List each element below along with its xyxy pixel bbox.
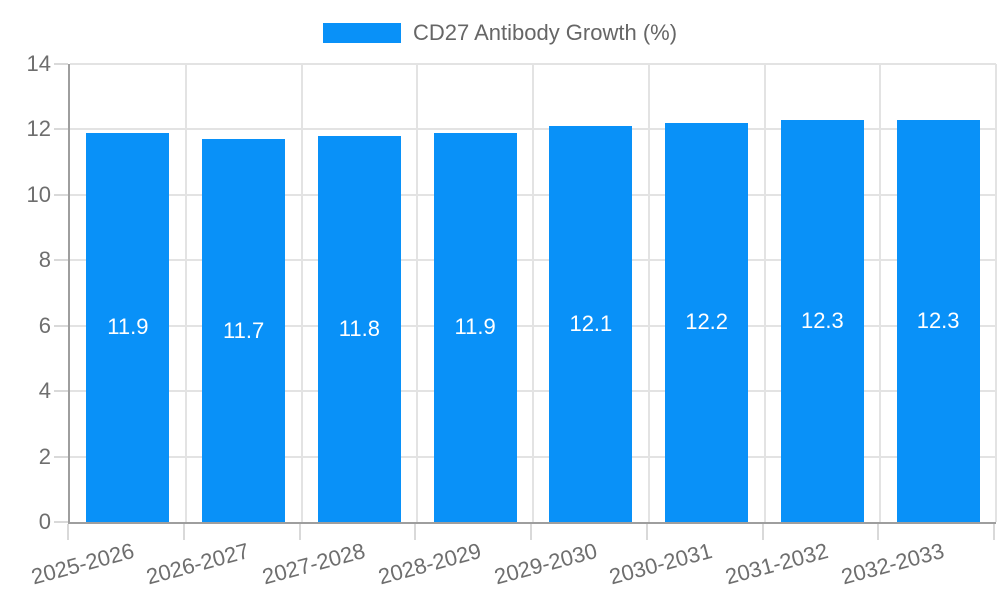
x-axis-tick-label: 2025-2026 [28,538,137,590]
x-tick-mark [530,524,532,540]
x-axis-tick-label: 2031-2032 [722,538,831,590]
x-tick-mark [182,524,185,540]
bar-value-label: 12.3 [916,307,960,333]
bar-value-label: 12.2 [685,309,729,335]
gridline-vertical [763,64,766,522]
bar-value-label: 12.3 [800,307,844,333]
gridline-vertical [300,64,303,522]
legend-label: CD27 Antibody Growth (%) [412,20,678,45]
bar[interactable]: 11.9 [433,132,517,522]
bar[interactable]: 11.7 [202,139,286,522]
bar-value-label: 11.9 [107,314,149,340]
x-tick-mark [414,524,417,540]
y-axis-tick-label: 10 [26,181,51,207]
x-tick-mark [298,524,301,540]
y-axis-tick-label: 4 [38,378,51,404]
gridline-vertical [995,64,997,522]
y-tick-mark [54,455,68,458]
bar[interactable]: 12.2 [665,122,749,522]
bar[interactable]: 11.8 [317,135,401,522]
x-tick-mark [993,524,995,540]
x-axis-tick-label: 2032-2033 [838,538,947,590]
y-tick-mark [54,259,68,262]
y-tick-mark [54,128,68,131]
bar[interactable]: 12.3 [896,119,980,522]
y-axis-tick-label: 12 [26,116,51,142]
legend-item[interactable]: CD27 Antibody Growth (%) [322,20,678,46]
bar-value-label: 11.9 [454,314,496,340]
legend: CD27 Antibody Growth (%) [0,20,1000,46]
y-tick-mark [54,193,68,196]
x-axis-tick-label: 2027-2028 [259,538,368,590]
y-tick-mark [54,324,68,327]
gridline-vertical [879,64,882,522]
bar-value-label: 11.7 [223,317,265,343]
x-tick-mark [645,524,648,540]
x-axis-tick-label: 2026-2027 [143,538,253,590]
bar-value-label: 11.8 [338,315,380,341]
y-axis-tick-label: 14 [26,51,51,76]
gridline-vertical [532,64,534,522]
bar-value-label: 12.1 [569,311,613,337]
x-tick-mark [877,524,880,540]
plot-area: 11.9 11.7 11.8 11.9 12.1 12.2 12.3 12.3 [68,63,997,524]
x-axis-tick-label: 2028-2029 [375,538,484,590]
x-tick-mark [67,524,69,540]
y-tick-mark [54,390,68,393]
x-axis-tick-label: 2030-2031 [606,538,716,590]
gridline-vertical [647,64,650,522]
y-axis-tick-label: 2 [38,443,51,469]
gridline-vertical [416,64,419,522]
y-tick-mark [54,63,68,65]
x-axis-tick-label: 2029-2030 [491,538,600,590]
x-tick-mark [761,524,764,540]
bar[interactable]: 12.3 [780,119,864,522]
y-tick-mark [54,521,68,523]
gridline-vertical [184,64,187,522]
legend-swatch-icon [322,23,401,43]
y-axis-tick-label: 8 [38,247,51,273]
bar[interactable]: 11.9 [86,132,170,522]
bar[interactable]: 12.1 [549,126,633,522]
y-axis-tick-label: 6 [38,312,51,338]
y-axis-tick-label: 0 [38,509,51,534]
